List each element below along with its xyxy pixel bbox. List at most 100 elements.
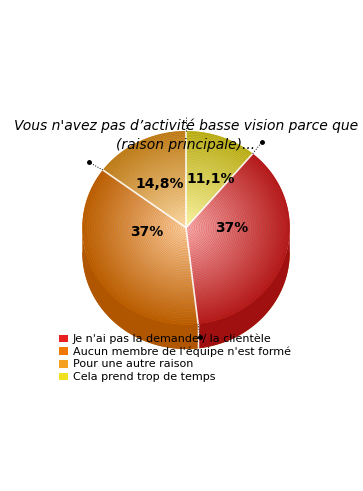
Polygon shape [192,192,236,274]
Polygon shape [141,203,191,270]
Polygon shape [186,204,203,211]
Polygon shape [192,190,240,277]
Polygon shape [164,215,189,248]
Polygon shape [186,184,216,195]
Polygon shape [186,150,239,170]
Polygon shape [117,189,194,292]
Polygon shape [106,184,195,302]
Polygon shape [82,252,290,349]
Polygon shape [129,196,193,281]
Text: 37%: 37% [130,225,163,239]
Polygon shape [113,142,186,178]
Polygon shape [143,178,186,199]
Polygon shape [186,197,207,206]
Polygon shape [195,172,264,300]
Polygon shape [181,225,187,233]
Bar [58,360,68,368]
Polygon shape [131,197,192,279]
Polygon shape [186,199,206,207]
Polygon shape [170,208,186,217]
Polygon shape [192,188,241,279]
Polygon shape [96,178,196,312]
Polygon shape [186,186,215,197]
Polygon shape [174,221,187,239]
Text: Je n'ai pas la demande / la clientèle: Je n'ai pas la demande / la clientèle [73,333,272,344]
Polygon shape [186,192,211,202]
Polygon shape [105,183,195,303]
Polygon shape [193,186,245,282]
Polygon shape [104,133,186,172]
Polygon shape [121,152,186,184]
Polygon shape [151,209,190,260]
Polygon shape [144,205,191,267]
Polygon shape [197,160,281,316]
Polygon shape [106,134,186,173]
Polygon shape [197,159,283,317]
Polygon shape [148,207,191,263]
Polygon shape [111,141,186,177]
Polygon shape [126,159,186,187]
Polygon shape [186,147,242,167]
Polygon shape [158,195,186,210]
Polygon shape [174,213,186,220]
Polygon shape [110,186,195,299]
Polygon shape [131,164,186,190]
Polygon shape [127,195,193,282]
Polygon shape [113,187,195,296]
Polygon shape [119,150,186,183]
Polygon shape [132,198,192,278]
Polygon shape [186,202,204,209]
Polygon shape [124,193,193,286]
Polygon shape [157,194,186,209]
Polygon shape [193,181,252,289]
Polygon shape [162,214,189,250]
Polygon shape [160,213,189,252]
Text: Pour une autre raison: Pour une autre raison [73,359,193,369]
Polygon shape [171,210,186,218]
Polygon shape [186,181,218,193]
Polygon shape [188,214,205,246]
Polygon shape [125,157,186,187]
Polygon shape [186,157,235,175]
Polygon shape [188,212,208,248]
Polygon shape [165,216,188,247]
Polygon shape [186,224,188,226]
Text: 37%: 37% [215,221,248,235]
Polygon shape [186,194,209,203]
Polygon shape [186,164,231,180]
Polygon shape [198,155,288,322]
Polygon shape [186,212,197,217]
Polygon shape [186,208,199,214]
Polygon shape [122,154,186,185]
Polygon shape [178,223,187,236]
Polygon shape [94,177,197,313]
Polygon shape [194,177,257,293]
Polygon shape [176,222,187,238]
Polygon shape [189,204,219,258]
Polygon shape [190,202,223,261]
Polygon shape [143,204,191,268]
Polygon shape [186,131,253,155]
Polygon shape [161,199,186,211]
Polygon shape [191,198,228,266]
Polygon shape [196,165,274,309]
Polygon shape [186,159,234,176]
Polygon shape [186,154,290,324]
Polygon shape [150,208,190,262]
Polygon shape [186,134,250,157]
Bar [58,347,68,355]
Polygon shape [186,165,229,181]
Polygon shape [129,162,186,189]
Polygon shape [163,200,186,212]
Polygon shape [115,145,186,180]
Bar [58,334,68,342]
Polygon shape [187,220,196,237]
Polygon shape [186,195,208,204]
Polygon shape [187,218,200,241]
Polygon shape [107,136,186,174]
Polygon shape [191,195,231,270]
Polygon shape [186,189,213,199]
Polygon shape [148,184,186,203]
Polygon shape [134,199,192,276]
Polygon shape [194,176,259,295]
